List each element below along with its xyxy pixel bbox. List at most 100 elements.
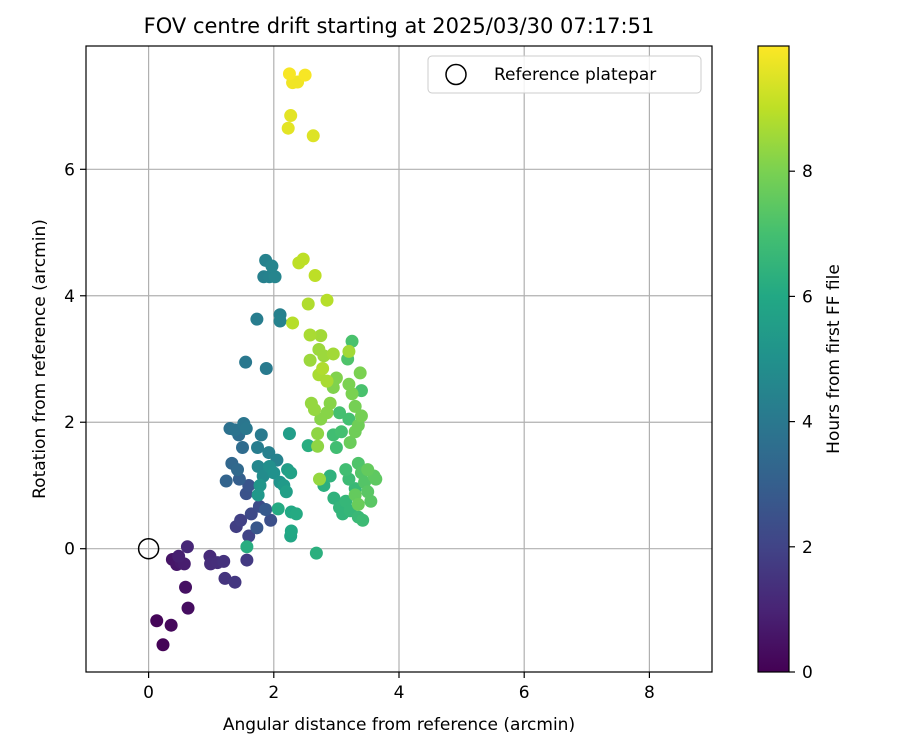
data-point: [286, 316, 300, 330]
data-point: [242, 478, 256, 492]
x-tick-label: 6: [519, 683, 530, 703]
colorbar-tick-label: 0: [802, 663, 813, 683]
data-point: [281, 121, 295, 135]
colorbar: [757, 45, 790, 673]
data-point: [264, 513, 278, 527]
data-point: [180, 540, 194, 554]
reference-platepar-point: [137, 537, 160, 560]
data-point: [228, 575, 242, 589]
data-point: [240, 553, 254, 567]
data-point: [250, 521, 264, 535]
scatter-points: [150, 67, 383, 652]
data-point: [236, 441, 249, 455]
data-point: [179, 580, 193, 594]
data-point: [298, 68, 312, 82]
legend: Reference platepar: [427, 55, 702, 94]
data-point: [351, 497, 365, 511]
colorbar-tick-label: 2: [802, 538, 813, 558]
data-point: [289, 507, 303, 521]
data-point: [172, 549, 186, 563]
legend-box: [427, 55, 702, 94]
data-point: [304, 396, 318, 410]
data-point: [217, 554, 231, 568]
colorbar-tick-label: 8: [802, 162, 813, 182]
data-point: [316, 361, 330, 375]
y-tick-label: 0: [64, 540, 75, 560]
data-point: [339, 463, 353, 477]
data-point: [219, 474, 233, 488]
data-point: [345, 334, 359, 348]
data-point: [369, 472, 383, 486]
data-point: [282, 427, 296, 441]
data-point: [364, 494, 378, 508]
grid-lines: [86, 46, 712, 672]
data-point: [262, 446, 276, 460]
data-point: [303, 328, 317, 342]
data-point: [279, 485, 293, 499]
data-point: [284, 466, 298, 480]
x-axis-label: Angular distance from reference (arcmin): [223, 715, 575, 735]
colorbar-label: Hours from first FF file: [824, 264, 844, 454]
x-axis-ticks: 0 2 4 6 8: [143, 672, 655, 703]
colorbar-ticks: 0 2 4 6 8: [789, 162, 813, 683]
data-point: [273, 314, 287, 328]
data-point: [312, 472, 326, 486]
data-point: [306, 129, 320, 143]
y-axis-label: Rotation from reference (arcmin): [30, 219, 50, 499]
data-point: [342, 377, 356, 391]
data-point: [356, 513, 370, 527]
data-point: [271, 502, 285, 516]
data-point: [311, 439, 325, 453]
data-point: [265, 259, 279, 273]
data-point: [259, 502, 273, 516]
data-point: [326, 347, 340, 361]
data-point: [218, 571, 232, 585]
data-point: [296, 252, 310, 266]
data-point: [311, 427, 325, 441]
data-point: [164, 618, 178, 632]
colorbar-tick-label: 6: [802, 287, 813, 307]
data-point: [230, 463, 244, 477]
data-point: [303, 353, 317, 367]
data-point: [284, 524, 298, 538]
data-point: [301, 439, 315, 453]
data-point: [259, 361, 273, 375]
data-point: [309, 546, 323, 560]
y-axis-ticks: 0 2 4 6: [64, 160, 86, 560]
data-point: [240, 540, 254, 554]
data-point: [239, 422, 253, 436]
legend-label-reference-platepar: Reference platepar: [494, 65, 656, 85]
y-tick-label: 6: [64, 160, 75, 180]
data-point: [239, 355, 253, 369]
data-point: [254, 428, 268, 442]
data-point: [308, 269, 322, 283]
data-point: [234, 513, 248, 527]
legend-reference-marker: [445, 63, 467, 86]
data-point: [361, 463, 375, 477]
data-point: [284, 109, 298, 123]
colorbar-tick-label: 4: [802, 413, 813, 433]
data-point: [329, 441, 343, 455]
data-point: [333, 406, 347, 420]
data-point: [342, 344, 356, 358]
data-point: [342, 412, 356, 426]
chart-title: FOV centre drift starting at 2025/03/30 …: [144, 14, 655, 38]
x-tick-label: 8: [644, 683, 655, 703]
data-point: [320, 374, 334, 388]
data-point: [150, 614, 164, 628]
data-point: [354, 409, 368, 423]
x-tick-label: 2: [268, 683, 279, 703]
data-point: [250, 312, 264, 326]
data-point: [314, 329, 328, 343]
data-point: [251, 441, 265, 455]
data-point: [181, 601, 195, 615]
data-point: [327, 491, 341, 505]
y-tick-label: 2: [64, 413, 75, 433]
data-point: [323, 469, 337, 483]
x-tick-label: 4: [394, 683, 405, 703]
reference-marker: [137, 537, 160, 560]
data-point: [267, 466, 281, 480]
data-point: [268, 270, 282, 284]
